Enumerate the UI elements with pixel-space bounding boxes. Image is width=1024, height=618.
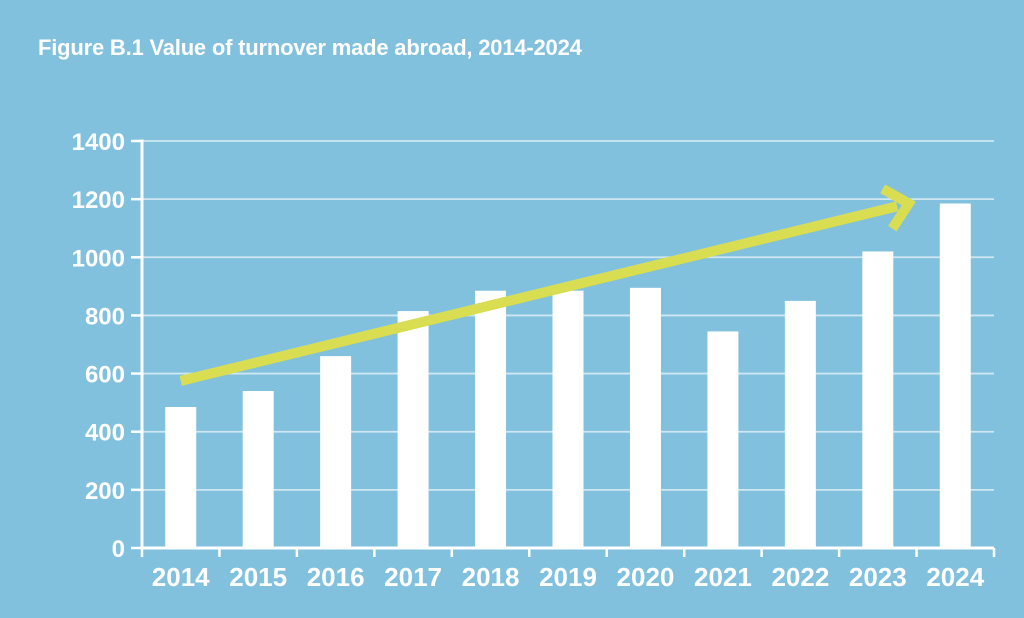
- x-axis-label-2022: 2022: [771, 562, 829, 592]
- y-axis-label-600: 600: [85, 362, 125, 389]
- trend-arrow-shaft: [179, 201, 899, 386]
- y-axis-label-400: 400: [85, 420, 125, 447]
- x-axis-label-2014: 2014: [152, 562, 210, 592]
- figure-title: Figure B.1 Value of turnover made abroad…: [38, 35, 582, 60]
- x-axis-label-2023: 2023: [849, 562, 907, 592]
- bar-2014: [165, 407, 197, 548]
- y-axis-label-1400: 1400: [72, 129, 125, 156]
- bar-2017: [397, 311, 429, 548]
- y-axis-label-1000: 1000: [72, 245, 125, 272]
- x-axis-label-2024: 2024: [926, 562, 984, 592]
- bar-2015: [242, 391, 274, 548]
- trend-arrow-head: [880, 184, 916, 232]
- x-axis-label-2021: 2021: [694, 562, 752, 592]
- x-axis-label-2016: 2016: [307, 562, 365, 592]
- x-axis-label-2017: 2017: [384, 562, 442, 592]
- bar-2021: [707, 331, 739, 548]
- x-axis-label-2015: 2015: [229, 562, 287, 592]
- bar-2020: [629, 287, 661, 548]
- y-axis-label-200: 200: [85, 478, 125, 505]
- bar-2019: [552, 290, 584, 548]
- x-axis-label-2019: 2019: [539, 562, 597, 592]
- y-axis-label-0: 0: [112, 536, 125, 563]
- bar-2022: [784, 300, 816, 548]
- bar-2024: [939, 203, 971, 548]
- y-axis-label-1200: 1200: [72, 187, 125, 214]
- bar-2023: [862, 251, 894, 548]
- y-axis-label-800: 800: [85, 303, 125, 330]
- x-axis-label-2020: 2020: [617, 562, 675, 592]
- x-axis-label-2018: 2018: [462, 562, 520, 592]
- bar-2016: [320, 356, 352, 548]
- bar-2018: [475, 290, 507, 548]
